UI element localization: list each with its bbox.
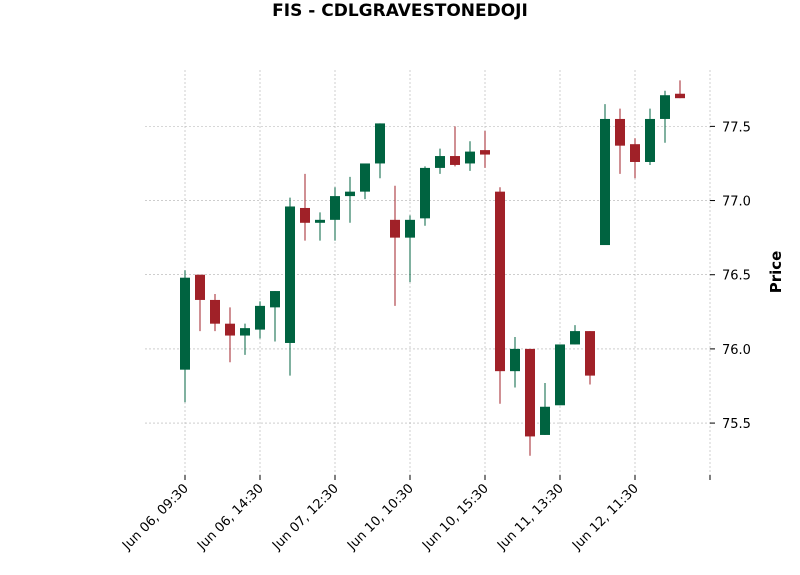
- x-tick-label: Jun 06, 09:30: [119, 481, 192, 554]
- candle-body: [630, 144, 640, 162]
- x-tick-label: Jun 10, 15:30: [419, 481, 492, 554]
- candle-body: [480, 150, 490, 155]
- candle-body: [540, 406, 550, 435]
- candle-body: [615, 118, 625, 146]
- y-tick-label: 75.5: [722, 417, 751, 432]
- candle-body: [510, 348, 520, 372]
- y-tick-label: 76.5: [722, 269, 751, 284]
- candle-body: [570, 331, 580, 345]
- x-tick-label: Jun 10, 10:30: [344, 481, 417, 554]
- candle-body: [195, 274, 205, 300]
- candle-body: [315, 219, 325, 223]
- grid-layer: [145, 70, 711, 475]
- candle-body: [645, 118, 655, 162]
- candle-layer: [180, 80, 685, 456]
- x-tick-label: Jun 07, 12:30: [269, 481, 342, 554]
- candle-body: [600, 118, 610, 246]
- y-axis-title: Price: [767, 251, 785, 294]
- candle-body: [660, 95, 670, 119]
- y-tick-label: 76.0: [722, 343, 751, 358]
- candle-body: [450, 156, 460, 165]
- candle-body: [375, 123, 385, 164]
- candle-body: [525, 348, 535, 437]
- x-tick-label: Jun 12, 11:30: [569, 481, 642, 554]
- candle-body: [495, 191, 505, 372]
- candle-body: [390, 219, 400, 238]
- candle-body: [360, 163, 370, 192]
- candle-body: [300, 207, 310, 223]
- candle-body: [255, 305, 265, 330]
- candle-body: [180, 277, 190, 370]
- candle-body: [420, 167, 430, 219]
- candle-body: [585, 331, 595, 376]
- candle-body: [675, 93, 685, 99]
- candle-body: [405, 219, 415, 238]
- candle-body: [210, 299, 220, 324]
- candle-body: [555, 344, 565, 406]
- axis-layer: 75.5 76.0 76.5 77.0 77.5 Jun 06, 09:30 Jun 06,…: [119, 120, 751, 553]
- y-tick-label: 77.0: [722, 195, 751, 210]
- candle-body: [240, 328, 250, 336]
- x-tick-label: Jun 06, 14:30: [194, 481, 267, 554]
- chart-title: FIS - CDLGRAVESTONEDOJI: [272, 1, 528, 21]
- candle-body: [330, 196, 340, 220]
- x-tick-label: Jun 11, 13:30: [494, 481, 567, 554]
- candle-body: [270, 291, 280, 308]
- candle-body: [435, 156, 445, 168]
- y-tick-label: 77.5: [722, 120, 751, 135]
- candle-body: [285, 206, 295, 343]
- candle-body: [225, 323, 235, 336]
- candle-body: [465, 151, 475, 164]
- candle-body: [345, 191, 355, 197]
